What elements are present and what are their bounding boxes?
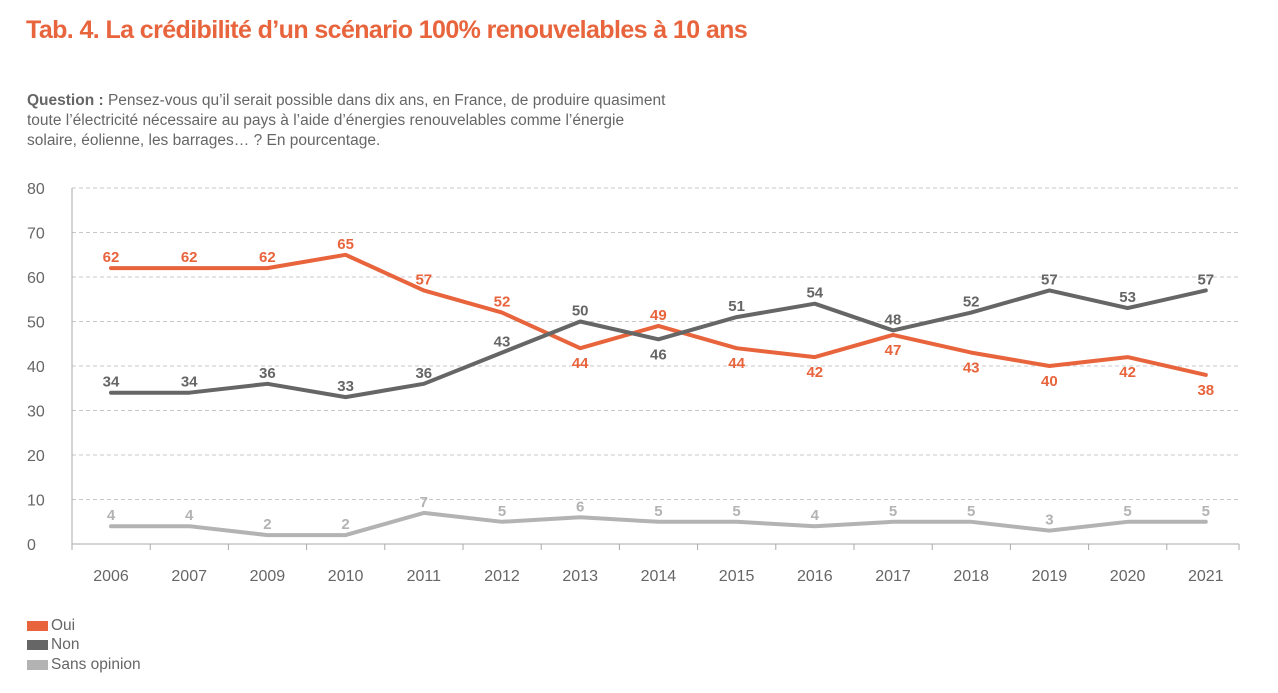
- data-label-sans-opinion: 5: [1123, 503, 1131, 520]
- x-tick-label: 2018: [953, 568, 989, 585]
- question-label: Question :: [27, 92, 104, 109]
- data-label-oui: 38: [1197, 382, 1214, 399]
- data-label-oui: 62: [181, 249, 198, 266]
- x-tick-label: 2014: [641, 568, 677, 585]
- data-label-oui: 44: [572, 355, 589, 372]
- data-label-non: 36: [259, 365, 276, 382]
- y-tick-label: 60: [27, 270, 45, 287]
- data-label-sans-opinion: 2: [263, 516, 271, 533]
- data-label-non: 36: [415, 365, 432, 382]
- y-tick-label: 0: [27, 537, 36, 554]
- x-tick-label: 2021: [1188, 568, 1224, 585]
- x-tick-label: 2013: [562, 568, 598, 585]
- data-label-sans-opinion: 5: [889, 503, 897, 520]
- data-label-non: 57: [1041, 271, 1058, 288]
- y-tick-label: 80: [27, 181, 45, 198]
- data-label-sans-opinion: 4: [811, 507, 820, 524]
- data-label-oui: 42: [1119, 364, 1136, 381]
- data-label-oui: 40: [1041, 373, 1058, 390]
- legend: Oui Non Sans opinion: [27, 616, 141, 675]
- series-line-non: [109, 288, 1208, 400]
- data-label-non: 46: [650, 346, 667, 363]
- data-label-non: 50: [572, 303, 589, 320]
- data-label-oui: 47: [885, 342, 902, 359]
- data-label-oui: 62: [259, 249, 276, 266]
- x-tick-label: 2011: [407, 568, 442, 585]
- y-tick-label: 50: [27, 315, 45, 332]
- x-tick-label: 2009: [250, 568, 286, 585]
- legend-label: Oui: [51, 616, 76, 634]
- x-tick-label: 2015: [719, 568, 755, 585]
- data-label-non: 48: [885, 311, 902, 328]
- y-tick-label: 40: [27, 359, 45, 376]
- legend-item-non: Non: [27, 636, 141, 656]
- legend-label: Sans opinion: [51, 655, 141, 673]
- data-label-non: 43: [494, 334, 511, 351]
- data-label-sans-opinion: 3: [1045, 512, 1053, 529]
- legend-swatch: [27, 659, 48, 670]
- series-line-oui: [109, 252, 1208, 377]
- data-label-oui: 52: [494, 294, 511, 311]
- chart-title: Tab. 4. La crédibilité d’un scénario 100…: [26, 16, 748, 44]
- data-label-oui: 62: [103, 249, 120, 266]
- x-tick-label: 2017: [875, 568, 911, 585]
- x-tick-label: 2006: [93, 568, 129, 585]
- x-tick-label: 2019: [1032, 568, 1068, 585]
- x-tick-label: 2010: [328, 568, 364, 585]
- y-tick-label: 10: [27, 493, 45, 510]
- legend-item-sans-opinion: Sans opinion: [27, 655, 141, 675]
- data-label-non: 53: [1119, 289, 1136, 306]
- x-tick-label: 2020: [1110, 568, 1146, 585]
- y-tick-label: 30: [27, 404, 45, 421]
- data-label-sans-opinion: 6: [576, 498, 584, 515]
- question-text: Question : Pensez-vous qu’il serait poss…: [27, 91, 667, 151]
- data-label-non: 33: [337, 378, 354, 395]
- data-label-oui: 44: [728, 355, 745, 372]
- legend-item-oui: Oui: [27, 616, 141, 636]
- data-label-sans-opinion: 7: [420, 494, 428, 511]
- data-label-sans-opinion: 4: [185, 507, 194, 524]
- data-label-sans-opinion: 5: [498, 503, 506, 520]
- data-label-sans-opinion: 4: [107, 507, 116, 524]
- data-label-oui: 65: [337, 236, 354, 253]
- series-line-sans-opinion: [109, 510, 1208, 538]
- data-label-sans-opinion: 2: [341, 516, 349, 533]
- data-label-non: 34: [181, 374, 198, 391]
- data-label-oui: 42: [806, 364, 823, 381]
- x-tick-label: 2007: [171, 568, 207, 585]
- data-label-oui: 57: [415, 271, 432, 288]
- question-body: Pensez-vous qu’il serait possible dans d…: [27, 92, 666, 149]
- data-label-non: 57: [1197, 271, 1214, 288]
- data-label-non: 34: [103, 374, 120, 391]
- data-label-oui: 43: [963, 360, 980, 377]
- legend-label: Non: [51, 636, 80, 654]
- data-label-non: 54: [806, 285, 823, 302]
- data-label-oui: 49: [650, 307, 667, 324]
- y-tick-label: 70: [27, 226, 45, 243]
- data-label-sans-opinion: 5: [654, 503, 662, 520]
- data-label-non: 52: [963, 294, 980, 311]
- legend-swatch: [27, 640, 48, 651]
- data-label-sans-opinion: 5: [1202, 503, 1210, 520]
- x-tick-label: 2012: [484, 568, 520, 585]
- data-label-sans-opinion: 5: [732, 503, 740, 520]
- x-tick-label: 2016: [797, 568, 833, 585]
- data-label-non: 51: [728, 298, 745, 315]
- data-label-sans-opinion: 5: [967, 503, 975, 520]
- y-tick-label: 20: [27, 448, 45, 465]
- legend-swatch: [27, 620, 48, 631]
